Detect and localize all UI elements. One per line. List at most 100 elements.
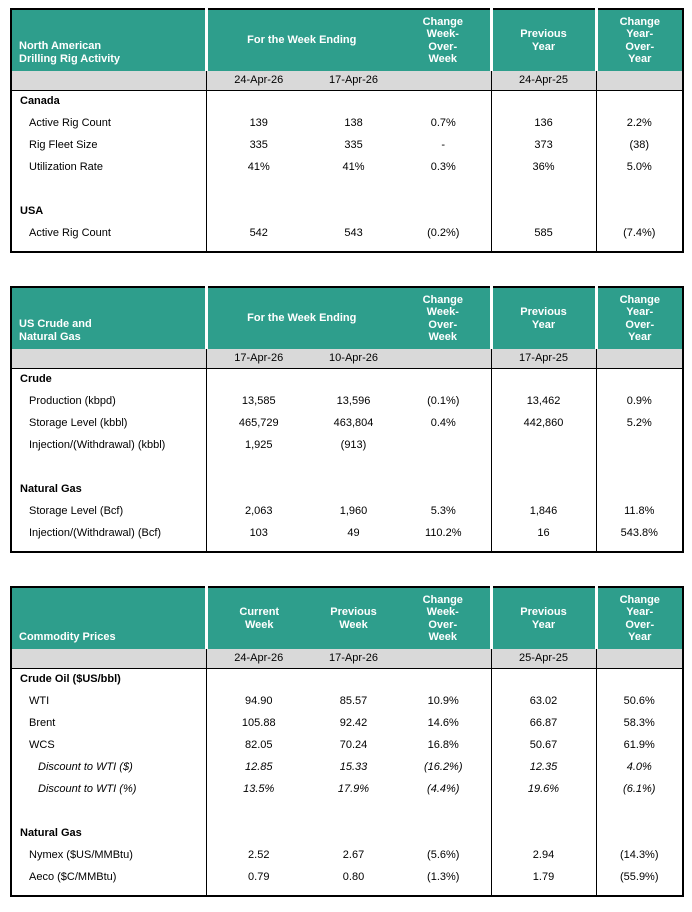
spacer-cell: [205, 244, 311, 252]
value-cell: 442,860: [490, 412, 597, 434]
value-cell: [311, 668, 396, 690]
row-label: Active Rig Count: [29, 227, 111, 239]
value-cell: [595, 478, 684, 500]
value-cell: 63.02: [490, 690, 596, 712]
col-header-week-ending: For the Week Ending: [204, 9, 397, 71]
value-cell: [396, 822, 491, 844]
value-cell: [311, 822, 396, 844]
date-cell: 25-Apr-25: [490, 649, 596, 669]
spacer-cell: [311, 888, 396, 896]
value-cell: 13,596: [336, 395, 371, 407]
value-cell: 543: [344, 227, 363, 239]
value-cell: 4.0%: [595, 756, 683, 778]
value-cell: 0.79: [205, 866, 311, 888]
value-cell: [490, 800, 596, 822]
header-row: US Crude and Natural Gas For the Week End…: [11, 287, 684, 349]
dates-label-spacer: [11, 649, 206, 669]
row-label: Crude Oil ($US/bbl): [20, 673, 121, 686]
value-cell: [311, 90, 396, 112]
value-cell: 542: [205, 222, 311, 244]
table-row: Storage Level (Bcf) 2,063 1,960 5.3% 1,846 11…: [11, 500, 684, 522]
value-cell: [595, 822, 683, 844]
date-cell: 17-Apr-26: [311, 71, 397, 91]
dates-row: 17-Apr-26 10-Apr-26 17-Apr-25: [11, 349, 684, 369]
date-cell: [595, 649, 683, 669]
date-cell: [595, 349, 684, 369]
table-row: Utilization Rate 41% 41% 0.3% 36% 5.0%: [11, 156, 684, 178]
table-row: Crude: [11, 368, 684, 390]
value-cell: 335: [344, 139, 363, 151]
value-cell: 70.24: [339, 739, 368, 751]
col-header-previous-year: Previous Year: [489, 587, 596, 649]
value-cell: [490, 456, 597, 478]
value-cell: 139: [205, 112, 311, 134]
value-cell: (913): [340, 439, 367, 451]
value-cell: (55.9%): [595, 866, 683, 888]
date-cell: [396, 71, 492, 91]
value-cell: 10.9%: [427, 695, 459, 707]
value-cell: 16: [490, 522, 597, 544]
table-row: WCS 82.05 70.24 16.8% 50.67 61.9%: [11, 734, 683, 756]
row-label: Natural Gas: [20, 483, 82, 495]
value-cell: 1.79: [490, 866, 596, 888]
value-cell: 13,585: [205, 390, 311, 412]
value-cell: 5.0%: [595, 156, 684, 178]
value-cell: (7.4%): [595, 222, 684, 244]
spacer-cell: [205, 544, 311, 552]
row-label: Aeco ($C/MMBtu): [29, 871, 117, 883]
value-cell: [490, 822, 596, 844]
value-cell: (6.1%): [595, 778, 683, 800]
value-cell: [490, 368, 597, 390]
value-cell: [396, 478, 491, 500]
table-row: Active Rig Count 542 543 (0.2%) 585 (7.4%): [11, 222, 684, 244]
value-cell: [396, 668, 491, 690]
dates-label-spacer: [11, 71, 206, 91]
dates-row: 24-Apr-26 17-Apr-26 24-Apr-25: [11, 71, 684, 91]
value-cell: [311, 800, 396, 822]
value-cell: [205, 478, 311, 500]
spacer-cell: [490, 244, 597, 252]
spacer-row: [11, 544, 684, 552]
value-cell: [490, 668, 596, 690]
date-cell: 24-Apr-25: [490, 71, 597, 91]
row-label: Utilization Rate: [29, 161, 103, 173]
date-cell: [595, 71, 684, 91]
value-cell: 2.2%: [595, 112, 684, 134]
value-cell: 103: [205, 522, 311, 544]
value-cell: [490, 478, 597, 500]
table-title: North American Drilling Rig Activity: [11, 9, 206, 71]
date-cell: [396, 649, 491, 669]
value-cell: 82.05: [205, 734, 311, 756]
table-row: Natural Gas: [11, 822, 683, 844]
row-label: Natural Gas: [20, 827, 82, 839]
value-cell: 0.9%: [595, 390, 684, 412]
row-label: Storage Level (Bcf): [29, 505, 124, 517]
value-cell: [311, 368, 396, 390]
value-cell: 85.57: [339, 695, 368, 707]
value-cell: (0.1%): [427, 395, 460, 407]
table-row: Natural Gas: [11, 478, 684, 500]
value-cell: 5.2%: [595, 412, 684, 434]
value-cell: 11.8%: [595, 500, 684, 522]
value-cell: 92.42: [339, 717, 368, 729]
value-cell: 13,462: [490, 390, 597, 412]
spacer-cell: [595, 544, 684, 552]
value-cell: [396, 434, 491, 456]
row-label: Active Rig Count: [29, 117, 111, 129]
table-row: Discount to WTI ($) 12.85 15.33 (16.2%) 12.3…: [11, 756, 683, 778]
row-label: Nymex ($US/MMBtu): [29, 849, 133, 861]
row-label: Discount to WTI ($): [38, 761, 133, 773]
table-row: Injection/(Withdrawal) (Bcf) 103 49 110.2% 1…: [11, 522, 684, 544]
data-table-crude-natgas: US Crude and Natural Gas For the Week End…: [10, 286, 685, 553]
spacer-cell: [396, 888, 491, 896]
value-cell: [205, 800, 311, 822]
col-header-previous-year: Previous Year: [489, 9, 597, 71]
value-cell: 1,846: [490, 500, 597, 522]
value-cell: [311, 200, 396, 222]
spacer-cell: [396, 244, 491, 252]
table-row: [11, 178, 684, 200]
value-cell: [490, 434, 597, 456]
spacer-cell: [490, 888, 596, 896]
row-label: [11, 800, 206, 822]
value-cell: 463,804: [333, 417, 374, 429]
